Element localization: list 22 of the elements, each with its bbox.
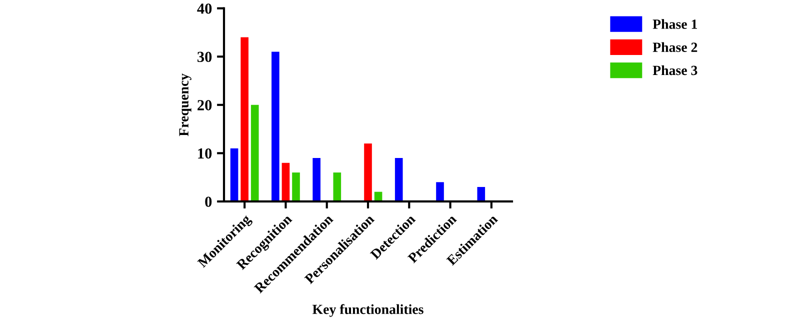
bar — [282, 162, 290, 202]
bar — [394, 158, 403, 202]
x-axis-title: Key functionalities — [312, 304, 424, 317]
y-tick-label: 30 — [197, 52, 212, 62]
y-tick-label: 0 — [205, 196, 212, 207]
legend-label: Phase 3 — [652, 65, 698, 76]
y-tick-label: 10 — [198, 148, 212, 159]
y-tick-label: 20 — [198, 100, 212, 110]
bar — [240, 37, 248, 202]
bar — [477, 186, 486, 202]
bar — [230, 148, 238, 202]
y-axis-title: Frequency — [179, 74, 192, 136]
bar — [312, 158, 320, 202]
legend-label: Phase 1 — [652, 19, 697, 29]
bar — [250, 104, 259, 202]
bar — [333, 172, 342, 202]
bar — [436, 182, 444, 202]
bar — [292, 172, 300, 202]
legend-label: Phase 2 — [652, 42, 698, 52]
bar — [364, 144, 372, 202]
bar — [272, 52, 280, 202]
y-tick-label: 40 — [197, 3, 212, 14]
